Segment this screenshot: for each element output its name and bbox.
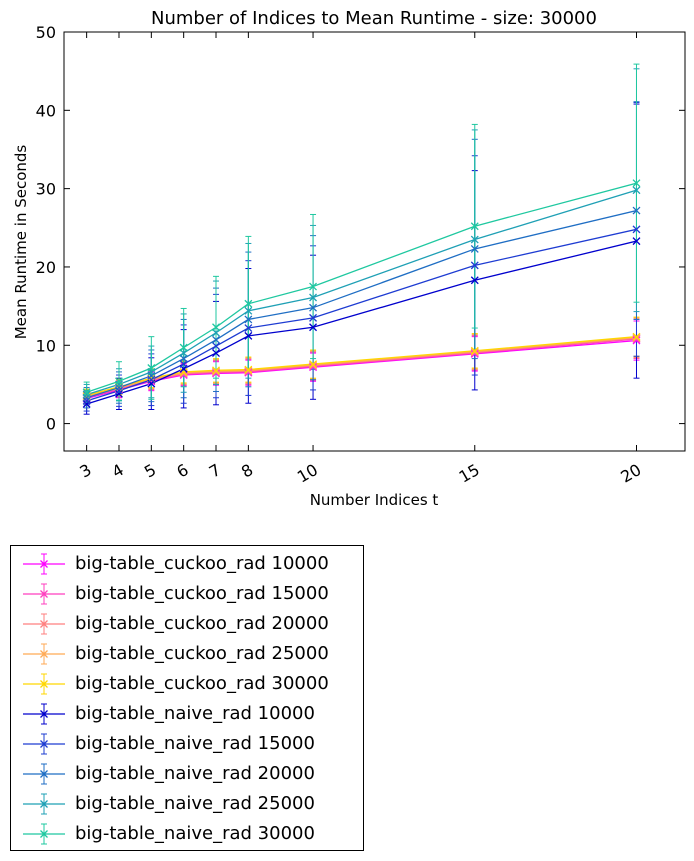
y-axis-label: Mean Runtime in Seconds: [12, 145, 30, 340]
data-point-marker: [244, 299, 253, 308]
x-tick-label: 8: [238, 460, 256, 482]
legend-swatch-icon: [23, 583, 65, 605]
data-point-marker: [212, 323, 220, 332]
data-point-marker: [632, 332, 641, 341]
legend-label: big-table_cuckoo_rad 20000: [75, 613, 329, 634]
legend-label: big-table_naive_rad 15000: [75, 733, 315, 754]
legend-item: big-table_naive_rad 25000: [11, 789, 363, 819]
x-tick-label: 7: [206, 460, 224, 482]
plot-area: [63, 31, 686, 452]
data-point-marker: [179, 343, 188, 352]
y-tick-label: 30: [36, 180, 56, 199]
x-tick-label: 20: [617, 460, 644, 487]
data-point-marker: [309, 282, 318, 291]
x-tick-label: 15: [456, 460, 483, 487]
data-point-marker: [244, 331, 253, 340]
data-point-marker: [470, 222, 479, 231]
legend-swatch-icon: [23, 673, 65, 695]
legend-label: big-table_naive_rad 25000: [75, 793, 315, 814]
x-axis-label: Number Indices t: [310, 491, 439, 509]
data-point-marker: [244, 365, 253, 374]
legend-label: big-table_naive_rad 10000: [75, 703, 315, 724]
legend-label: big-table_cuckoo_rad 30000: [75, 673, 329, 694]
legend-item: big-table_naive_rad 10000: [11, 699, 363, 729]
data-point-marker: [309, 303, 318, 312]
x-tick-label: 10: [294, 460, 321, 487]
legend-item: big-table_cuckoo_rad 25000: [11, 639, 363, 669]
legend-swatch-icon: [23, 613, 65, 635]
legend-item: big-table_naive_rad 15000: [11, 729, 363, 759]
data-point-marker: [244, 315, 253, 324]
data-point-marker: [82, 388, 91, 397]
legend-item: big-table_naive_rad 30000: [11, 819, 363, 849]
legend-swatch-icon: [23, 643, 65, 665]
series-markers: [82, 179, 641, 408]
legend-swatch-icon: [23, 763, 65, 785]
y-tick-label: 0: [46, 415, 56, 434]
data-point-marker: [309, 293, 318, 302]
data-point-marker: [179, 367, 188, 376]
data-point-marker: [212, 342, 220, 351]
data-point-marker: [470, 276, 479, 285]
legend-item: big-table_cuckoo_rad 20000: [11, 609, 363, 639]
data-point-marker: [244, 324, 253, 333]
legend: big-table_cuckoo_rad 10000 big-table_cuck…: [10, 545, 364, 851]
data-point-marker: [82, 396, 91, 405]
data-point-marker: [470, 346, 479, 355]
legend-label: big-table_naive_rad 20000: [75, 763, 315, 784]
data-point-marker: [244, 306, 253, 315]
legend-label: big-table_cuckoo_rad 15000: [75, 583, 329, 604]
legend-swatch-icon: [23, 703, 65, 725]
data-point-marker: [115, 386, 123, 395]
data-point-marker: [147, 364, 156, 372]
legend-swatch-icon: [23, 793, 65, 815]
data-point-marker: [632, 225, 641, 234]
chart: Number of Indices to Mean Runtime - size…: [12, 8, 686, 509]
chart-title: Number of Indices to Mean Runtime - size…: [151, 8, 597, 29]
data-point-marker: [632, 186, 641, 195]
legend-item: big-table_naive_rad 20000: [11, 759, 363, 789]
data-point-marker: [115, 380, 123, 389]
legend-swatch-icon: [23, 733, 65, 755]
legend-label: big-table_cuckoo_rad 10000: [75, 553, 329, 574]
data-point-marker: [470, 235, 479, 244]
data-point-marker: [632, 237, 641, 246]
data-point-marker: [309, 360, 318, 369]
x-tick-label: 6: [173, 460, 191, 482]
legend-swatch-icon: [23, 553, 65, 575]
y-tick-label: 20: [36, 258, 56, 277]
data-point-marker: [632, 206, 641, 215]
legend-label: big-table_naive_rad 30000: [75, 823, 315, 844]
data-point-marker: [212, 335, 220, 344]
x-tick-label: 4: [109, 460, 127, 482]
x-tick-label: 5: [141, 460, 159, 482]
data-point-marker: [82, 400, 91, 408]
data-point-marker: [212, 349, 220, 358]
data-point-marker: [309, 323, 318, 332]
data-point-marker: [309, 313, 318, 322]
legend-item: big-table_cuckoo_rad 10000: [11, 549, 363, 579]
data-point-marker: [82, 390, 91, 399]
data-point-marker: [212, 366, 220, 375]
data-point-marker: [115, 389, 123, 398]
data-point-marker: [115, 383, 123, 392]
y-tick-label: 40: [36, 101, 56, 120]
data-point-marker: [470, 244, 479, 253]
legend-swatch-icon: [23, 823, 65, 845]
legend-label: big-table_cuckoo_rad 25000: [75, 643, 329, 664]
legend-item: big-table_cuckoo_rad 15000: [11, 579, 363, 609]
data-point-marker: [115, 377, 123, 386]
x-tick-label: 3: [76, 460, 94, 482]
y-tick-label: 50: [36, 23, 56, 42]
data-point-marker: [470, 261, 479, 270]
legend-item: big-table_cuckoo_rad 30000: [11, 669, 363, 699]
y-tick-label: 10: [36, 336, 56, 355]
data-point-marker: [632, 179, 641, 188]
